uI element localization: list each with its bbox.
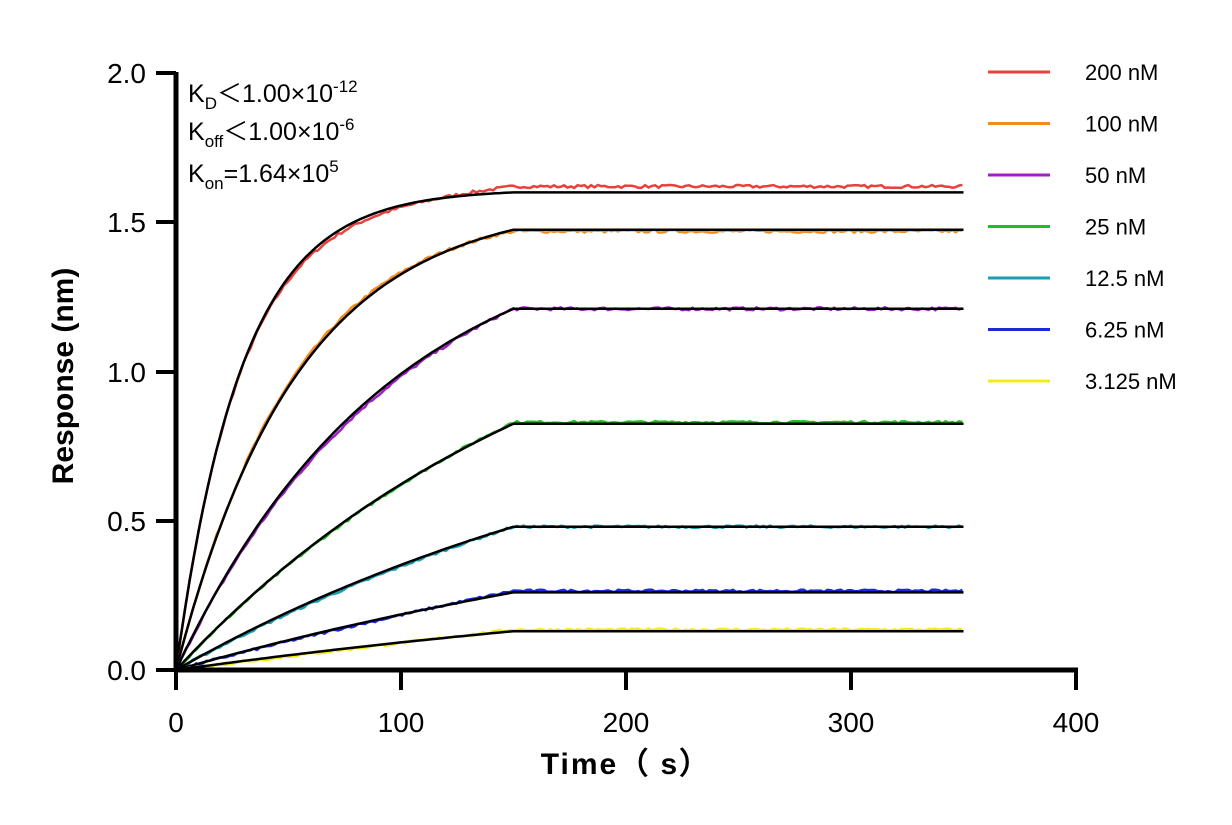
kon-annotation: Kon=1.64×105 (188, 157, 339, 193)
x-tick-label: 400 (1053, 707, 1100, 738)
legend-label-25-nm: 25 nM (1085, 215, 1146, 240)
series-200-nm-observed-line (174, 183, 963, 671)
legend-label-100-nm: 100 nM (1085, 112, 1158, 137)
legend-label-6-25-nm: 6.25 nM (1085, 318, 1165, 343)
x-ticks: 0 100 200 300 400 (168, 670, 1099, 738)
series-200-nm-fit-line (174, 191, 964, 671)
x-tick-label: 200 (603, 707, 650, 738)
y-tick-label: 0.0 (107, 655, 146, 686)
series-100-nm-observed-line (174, 228, 963, 671)
legend-label-3-125-nm: 3.125 nM (1085, 369, 1177, 394)
x-axis-title: Time（ s） (541, 747, 712, 781)
legend: 200 nM 100 nM 50 nM 25 nM 12.5 nM 6.25 nM 3.12… (988, 60, 1177, 394)
y-tick-label: 2.0 (107, 58, 146, 89)
x-tick-label: 0 (168, 707, 184, 738)
series-12-5-nm-fit-line (175, 525, 964, 672)
y-tick-label: 0.5 (107, 506, 146, 537)
legend-label-12-5-nm: 12.5 nM (1085, 266, 1165, 291)
y-tick-label: 1.0 (107, 357, 146, 388)
legend-label-50-nm: 50 nM (1085, 163, 1146, 188)
legend-label-200-nm: 200 nM (1085, 60, 1158, 85)
series-3-125-nm-fit-line (175, 629, 964, 672)
series-6-25-nm-fit-line (175, 591, 964, 672)
series-25-nm-fit-line (175, 422, 964, 671)
series-50-nm-fit-line (174, 307, 964, 671)
koff-annotation: Koff＜1.00×10-6 (188, 115, 354, 151)
series-12-5-nm-observed-line (175, 524, 963, 672)
x-tick-label: 100 (378, 707, 425, 738)
y-ticks: 0.0 0.5 1.0 1.5 2.0 (107, 58, 176, 686)
kinetic-constants: KD＜1.00×10-12 Koff＜1.00×10-6 Kon=1.64×10… (188, 77, 358, 193)
y-tick-label: 1.5 (107, 207, 146, 238)
y-axis-title: Response (nm) (47, 268, 80, 485)
series-100-nm-fit-line (174, 228, 964, 671)
series-25-nm-observed-line (175, 419, 963, 672)
kd-annotation: KD＜1.00×10-12 (188, 77, 358, 113)
x-tick-label: 300 (828, 707, 875, 738)
series-50-nm-observed-line (174, 305, 963, 670)
series-layer (174, 183, 964, 672)
series-3-125-nm-observed-line (176, 627, 963, 672)
